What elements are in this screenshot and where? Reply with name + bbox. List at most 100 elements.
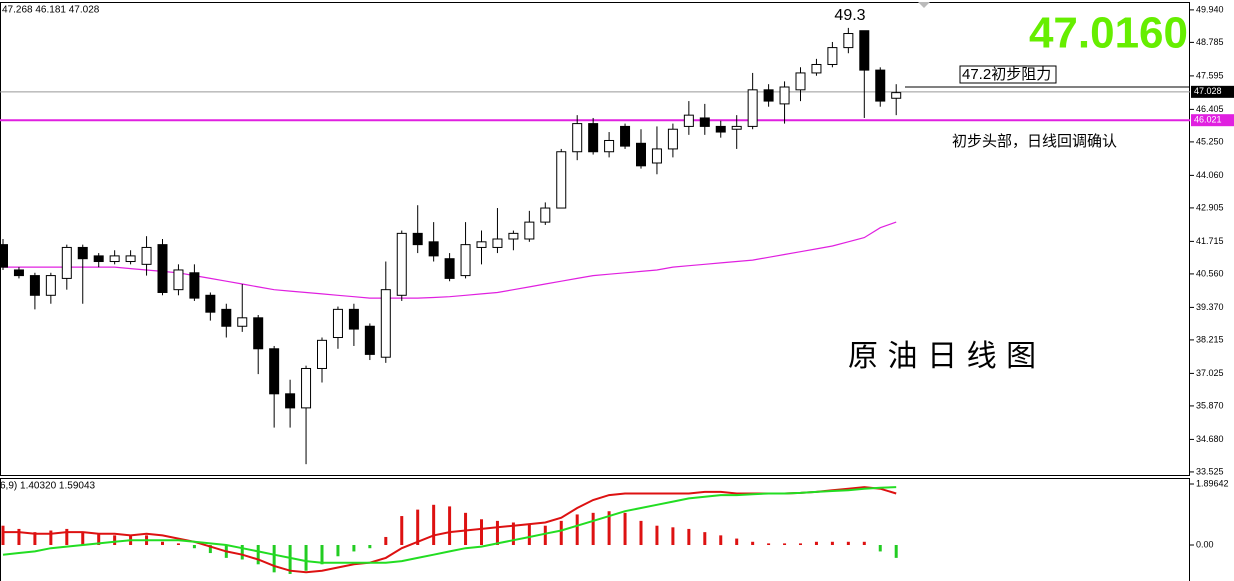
candle-body [29,275,40,296]
histogram-bar [543,525,547,546]
candle-body [109,255,120,263]
y-tick-label: 0.00 [1196,539,1214,549]
y-tick-label: 33.525 [1196,466,1224,476]
candle-body [301,367,312,409]
histogram-bar [81,532,85,546]
macd-header: 6,9) 1.40320 1.59043 [0,481,96,492]
candle-body [683,114,694,127]
candle-body [524,221,535,240]
histogram-bar [352,545,356,552]
histogram-bar [894,545,898,558]
y-tick-label: 39.370 [1196,302,1224,312]
candle-body [843,33,854,49]
histogram-bar [878,545,882,552]
histogram-bar [751,541,755,546]
histogram-bar [480,519,483,546]
y-tick-label: 37.025 [1196,368,1224,378]
histogram-bar [17,528,21,546]
histogram-bar [814,541,818,546]
candle-body [317,339,327,369]
candle-body [269,348,280,395]
candle-body [763,89,774,102]
histogram-bar [639,520,643,546]
candle-body [731,125,742,130]
candle-body [61,246,72,279]
high-label: 49.3 [834,7,865,24]
candle-body [125,255,136,263]
candle-body [620,125,631,147]
candle-body [460,244,471,277]
candle-body [747,89,758,127]
histogram-bar [846,541,850,546]
histogram-bar [703,532,707,546]
histogram-bar [655,525,659,546]
candle-body [827,47,838,65]
histogram-bar [464,512,468,546]
histogram-bar [176,543,180,546]
histogram-bar [288,545,292,574]
resistance-box [959,65,1057,84]
histogram-bar [448,506,452,546]
histogram-bar [511,522,515,546]
histogram-bar [256,545,260,565]
histogram-bar [97,533,101,546]
histogram-bar [416,509,420,546]
candle-body [13,269,24,277]
candle-body [189,272,200,299]
candle-body [891,92,902,99]
histogram-bar [559,520,563,546]
candle-body [588,123,599,153]
histogram-bar [113,535,117,546]
candle-body [811,63,822,74]
candle-body [556,151,567,209]
histogram-bar [432,504,436,546]
histogram-bar [495,520,499,546]
candle-body [348,308,359,330]
histogram-bar [735,538,739,546]
y-tick-label: 46.405 [1196,104,1224,114]
candle-body [604,139,615,153]
y-tick-label: 40.560 [1196,268,1224,278]
candle-body [636,142,646,167]
histogram-bar [862,541,866,546]
candle-body [715,125,726,133]
candle-body [205,294,216,313]
histogram-bar [320,545,324,565]
candle-body [380,289,391,358]
price-tag [1191,85,1234,98]
y-tick-label: 44.060 [1196,170,1224,180]
candle-body [396,232,407,296]
histogram-bar [783,543,787,546]
histogram-bar [400,516,404,546]
macd-frame [0,478,1190,581]
histogram-bar [591,512,595,546]
candle-body [285,393,296,409]
histogram-bar [208,545,212,554]
moving-average [3,221,897,299]
candle-body [651,148,662,164]
candle-body [428,241,439,257]
price-tag [1191,114,1234,127]
candle-body [253,317,264,350]
candle-body [699,117,710,127]
candle-body [859,30,870,71]
candle-body [77,246,88,260]
candle-body [45,275,56,296]
candle-body [875,69,886,102]
price-tag-label: 47.028 [1194,86,1222,96]
y-tick-label: 38.215 [1196,334,1224,344]
candle-body [476,241,487,248]
histogram-bar [799,543,802,546]
histogram-bar [192,545,196,549]
histogram-bar [623,512,627,546]
candle-body [157,244,168,293]
candle-body [444,258,455,279]
histogram-bar [671,527,675,546]
histogram-bar [240,545,244,560]
histogram-bar [767,543,771,546]
candle-body [237,317,248,327]
y-tick-label: 45.250 [1196,136,1224,146]
candle-body [508,232,519,240]
